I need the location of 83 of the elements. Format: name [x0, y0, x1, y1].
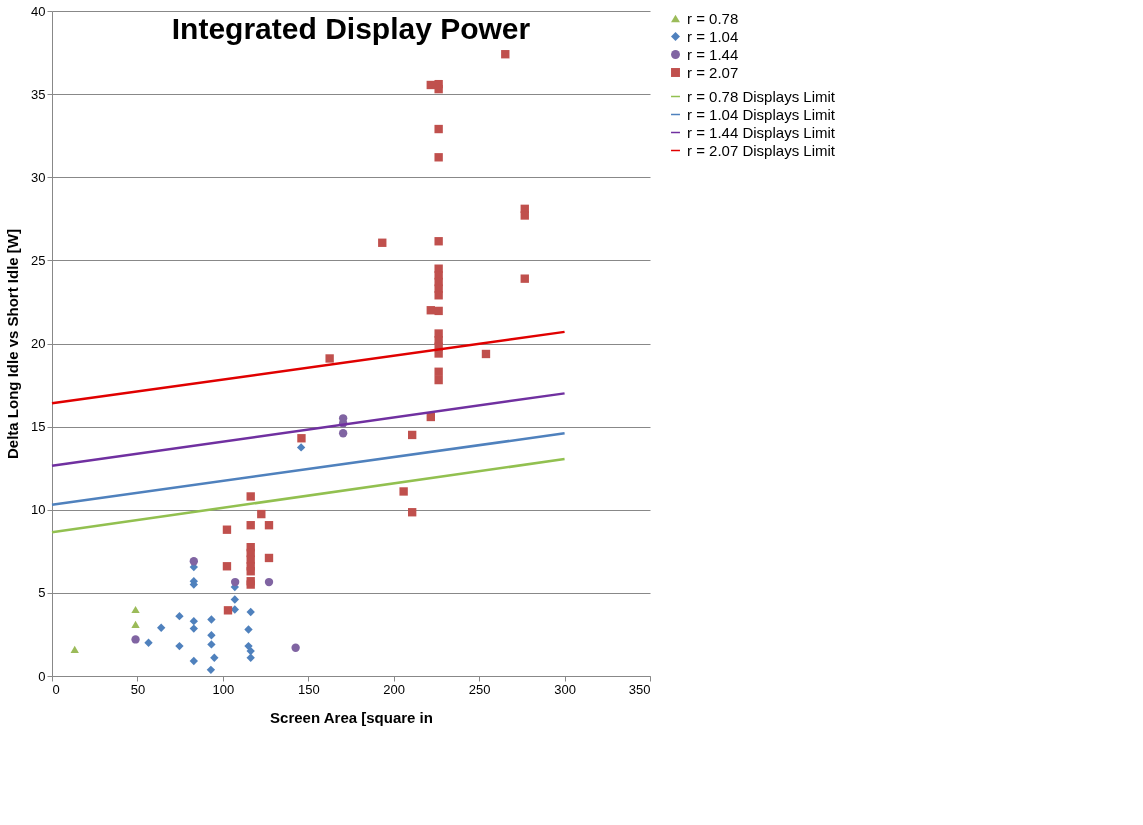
y-axis-title: Delta Long Idle vs Short Idle [W] — [4, 228, 22, 460]
legend-label: r = 1.44 Displays Limit — [687, 123, 836, 141]
point — [378, 238, 387, 247]
y-tick-label: 15 — [31, 419, 46, 435]
point — [189, 624, 198, 633]
x-tick-label: 350 — [628, 681, 651, 697]
legend-label: r = 0.78 — [687, 9, 739, 27]
point — [296, 443, 306, 452]
point — [291, 643, 300, 652]
point — [257, 509, 266, 519]
point — [434, 375, 443, 385]
point — [520, 211, 529, 220]
x-tick-label: 200 — [383, 681, 406, 697]
point — [207, 640, 216, 649]
point — [244, 625, 253, 634]
x-tick-label: 0 — [52, 681, 60, 697]
point — [434, 291, 443, 300]
point — [156, 623, 166, 632]
point — [407, 430, 417, 440]
point — [246, 521, 255, 530]
x-tick-label: 250 — [468, 681, 491, 697]
y-tick-label: 35 — [31, 86, 46, 102]
point — [264, 553, 274, 563]
x-axis-title: Screen Area [square in — [270, 708, 433, 726]
y-tick-label: 20 — [31, 336, 46, 351]
point — [189, 557, 198, 566]
point — [206, 665, 216, 675]
point — [246, 653, 255, 662]
point — [520, 274, 529, 283]
y-tick-label: 25 — [31, 252, 46, 268]
point — [264, 577, 274, 587]
point — [222, 562, 232, 571]
point — [189, 656, 198, 666]
point — [207, 631, 216, 640]
point — [434, 367, 443, 376]
point — [246, 492, 255, 501]
chart-title: Integrated Display Power — [171, 12, 531, 45]
point — [189, 616, 198, 626]
point — [434, 84, 443, 94]
point — [407, 508, 417, 517]
point — [426, 80, 435, 90]
point — [131, 605, 140, 614]
point — [223, 606, 233, 615]
point — [426, 306, 435, 315]
point — [338, 429, 348, 438]
point — [175, 641, 184, 651]
point — [131, 635, 140, 644]
point — [222, 525, 232, 534]
legend-label: r = 1.04 Displays Limit — [687, 105, 836, 123]
point — [434, 124, 443, 134]
point — [70, 645, 79, 654]
point — [434, 306, 443, 316]
legend-label: r = 2.07 Displays Limit — [687, 141, 836, 159]
x-tick-label: 100 — [212, 681, 235, 697]
point — [434, 237, 443, 246]
y-tick-label: 30 — [31, 169, 46, 185]
legend-label: r = 1.44 — [687, 45, 739, 63]
point — [230, 577, 240, 587]
point — [297, 434, 306, 443]
point — [131, 620, 140, 629]
point — [246, 567, 255, 576]
x-tick-label: 50 — [130, 681, 146, 697]
point — [207, 615, 216, 624]
legend-label: r = 2.07 — [687, 63, 739, 81]
point — [175, 611, 184, 621]
point — [246, 607, 255, 617]
point — [434, 153, 443, 162]
y-tick-label: 5 — [38, 585, 46, 601]
x-tick-label: 300 — [554, 681, 576, 697]
point — [230, 595, 239, 604]
point — [325, 354, 334, 363]
x-tick-label: 150 — [297, 681, 320, 697]
point — [144, 638, 153, 647]
legend-label: r = 1.04 — [687, 27, 739, 45]
point — [399, 487, 408, 496]
y-tick-label: 0 — [38, 668, 46, 684]
point — [264, 521, 274, 530]
point — [481, 349, 491, 359]
y-tick-label: 10 — [31, 502, 46, 518]
y-tick-label: 40 — [31, 3, 46, 19]
point — [501, 50, 510, 59]
legend-label: r = 0.78 Displays Limit — [687, 87, 836, 105]
point — [210, 653, 219, 662]
